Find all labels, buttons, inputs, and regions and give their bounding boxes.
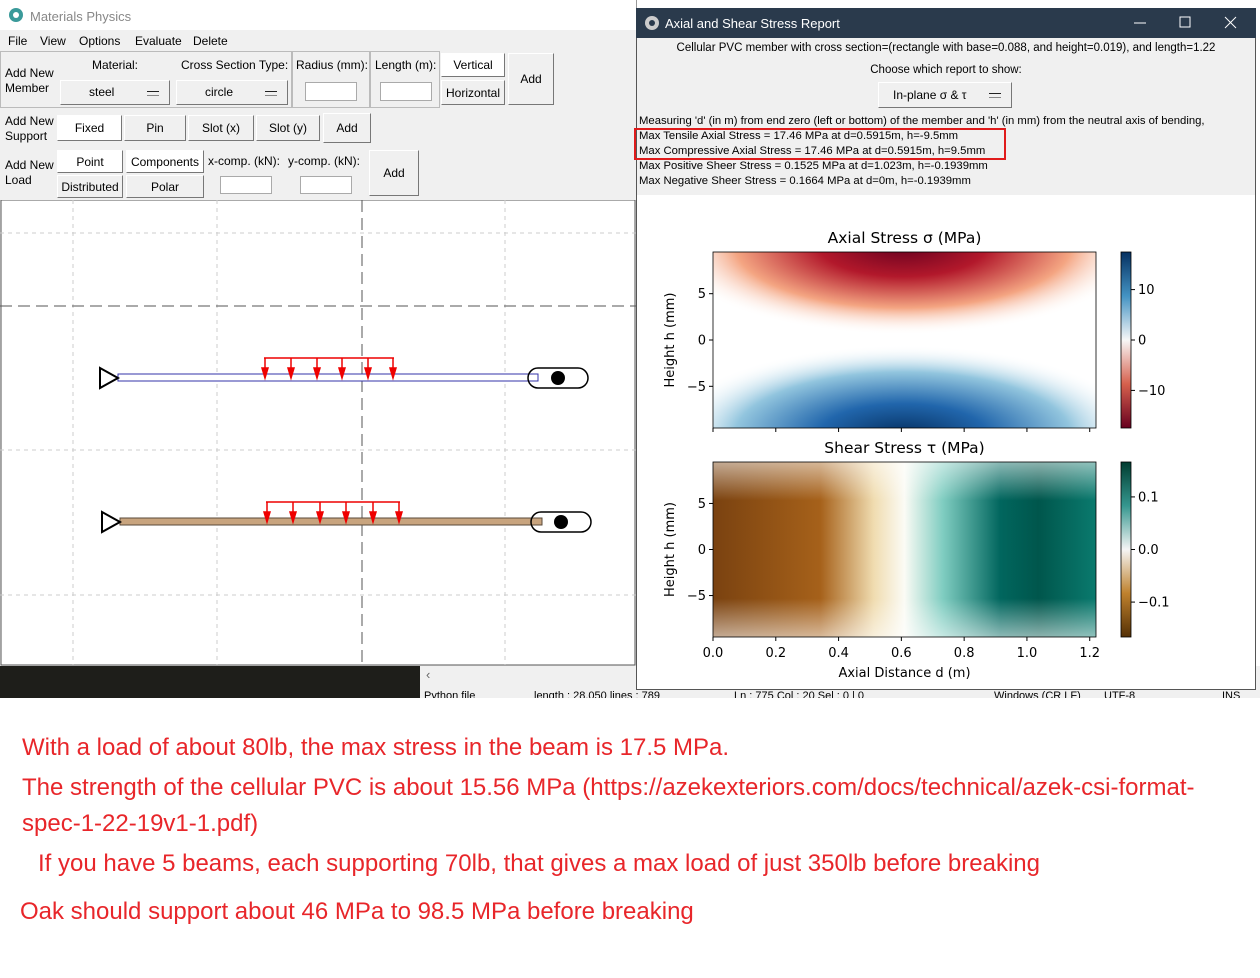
- row-label: Add New Load: [5, 158, 54, 187]
- material-dropdown[interactable]: steel: [60, 80, 170, 105]
- plot-title: Axial Stress σ (MPa): [828, 229, 982, 247]
- components-button[interactable]: Components: [126, 150, 204, 173]
- status-item: UTF-8: [1104, 690, 1136, 698]
- menu-item[interactable]: Options: [79, 34, 121, 48]
- menu-item[interactable]: File: [8, 34, 28, 48]
- colorbar-tick-label: −0.1: [1138, 596, 1170, 611]
- colorbar-tick-label: 0: [1138, 334, 1146, 349]
- menu-item[interactable]: View: [40, 34, 66, 48]
- stat-line: Max Tensile Axial Stress = 17.46 MPa at …: [639, 130, 959, 142]
- colorbar-tick-label: 0.1: [1138, 490, 1159, 505]
- label: Radius (mm):: [296, 58, 369, 72]
- colorbar-tick-label: 10: [1138, 283, 1155, 298]
- add-support-button[interactable]: Add: [323, 113, 371, 143]
- length-input[interactable]: [380, 82, 432, 101]
- x-tick-label: 0.6: [891, 646, 912, 661]
- note: The strength of the cellular PVC is abou…: [22, 774, 1195, 837]
- measuring-note: Measuring 'd' (in m) from end zero (left…: [639, 115, 1205, 127]
- add-load-button[interactable]: Add: [369, 150, 419, 196]
- menu-item[interactable]: Evaluate: [135, 34, 182, 48]
- desktop-background: [0, 666, 420, 698]
- beam-canvas: [0, 200, 636, 666]
- point-button[interactable]: Point: [57, 150, 123, 173]
- slot-y-button[interactable]: Slot (y): [256, 115, 320, 141]
- x-tick-label: 1.2: [1079, 646, 1100, 661]
- y-comp-input[interactable]: [300, 176, 352, 194]
- note: If you have 5 beams, each supporting 70l…: [38, 850, 1040, 877]
- y-tick-label: 0: [698, 334, 706, 349]
- prompt: Choose which report to show:: [870, 64, 1022, 76]
- colorbar-tick-label: 0.0: [1138, 543, 1159, 558]
- report-title: Axial and Shear Stress Report: [665, 16, 840, 31]
- stat-line: Max Compressive Axial Stress = 17.46 MPa…: [639, 145, 986, 157]
- horizontal-button[interactable]: Horizontal: [441, 80, 505, 105]
- status-item: INS: [1222, 690, 1241, 698]
- title-bar: [0, 0, 636, 30]
- label: Material:: [92, 58, 139, 72]
- note: Oak should support about 46 MPa to 98.5 …: [20, 898, 694, 925]
- x-tick-label: 1.0: [1017, 646, 1038, 661]
- window-controls[interactable]: [1120, 12, 1250, 34]
- y-tick-label: −5: [687, 380, 706, 395]
- status-item: length : 28,050 lines : 789: [534, 690, 660, 698]
- stat-line: Max Negative Sheer Stress = 0.1664 MPa a…: [639, 175, 971, 187]
- highlight-box: [634, 128, 1006, 160]
- colorbar: [1120, 461, 1132, 638]
- colorbar-tick-label: −10: [1138, 384, 1165, 399]
- report-dropdown[interactable]: In-plane σ & τ: [878, 82, 1012, 108]
- y-axis-label: Height h (mm): [663, 293, 678, 388]
- label: Length (m):: [375, 58, 437, 72]
- x-axis-label: Axial Distance d (m): [838, 666, 970, 681]
- row-label: Add New Support: [5, 114, 54, 143]
- vertical-button[interactable]: Vertical: [441, 53, 505, 77]
- plot-title: Shear Stress τ (MPa): [824, 439, 984, 457]
- polar-button[interactable]: Polar: [126, 175, 204, 198]
- y-tick-label: −5: [687, 589, 706, 604]
- status-item: Python file: [424, 690, 476, 698]
- status-item: Windows (CR LF): [994, 690, 1081, 698]
- label: y-comp. (kN):: [288, 154, 360, 168]
- x-tick-label: 0.2: [765, 646, 786, 661]
- distributed-button[interactable]: Distributed: [57, 175, 123, 198]
- main-window: Materials Physics File View Options Eval…: [0, 0, 637, 666]
- section-dropdown[interactable]: circle: [176, 80, 288, 105]
- window-title: Materials Physics: [30, 9, 132, 24]
- x-tick-label: 0.4: [828, 646, 849, 661]
- label: x-comp. (kN):: [208, 154, 280, 168]
- pin-button[interactable]: Pin: [124, 115, 186, 141]
- stress-plots: Axial Stress σ (MPa) Height h (mm) −5 0 5 −10…: [637, 195, 1255, 689]
- x-tick-label: 0.0: [703, 646, 724, 661]
- colorbar: [1120, 251, 1132, 429]
- fixed-button[interactable]: Fixed: [57, 115, 122, 141]
- scroll-arrow[interactable]: ‹: [426, 667, 431, 682]
- y-tick-label: 5: [698, 287, 706, 302]
- x-tick-label: 0.8: [954, 646, 975, 661]
- menu-item[interactable]: Delete: [193, 34, 228, 48]
- app-icon: [9, 8, 23, 22]
- status-bar: Python file length : 28,050 lines : 789 …: [420, 686, 1260, 698]
- note: With a load of about 80lb, the max stres…: [22, 734, 730, 761]
- y-tick-label: 5: [698, 497, 706, 512]
- y-tick-label: 0: [698, 543, 706, 558]
- slot-x-button[interactable]: Slot (x): [188, 115, 254, 141]
- x-comp-input[interactable]: [220, 176, 272, 194]
- radius-input[interactable]: [305, 82, 357, 101]
- status-item: Ln : 775 Col : 20 Sel : 0 | 0: [734, 690, 865, 698]
- description: Cellular PVC member with cross section=(…: [676, 42, 1216, 54]
- stat-line: Max Positive Sheer Stress = 0.1525 MPa a…: [639, 160, 988, 172]
- add-member-button[interactable]: Add: [508, 53, 554, 105]
- row-label: Add New Member: [5, 66, 54, 95]
- y-axis-label: Height h (mm): [663, 502, 678, 597]
- report-title-bar: [636, 8, 1256, 38]
- label: Cross Section Type:: [181, 58, 289, 72]
- app-icon: [645, 16, 659, 30]
